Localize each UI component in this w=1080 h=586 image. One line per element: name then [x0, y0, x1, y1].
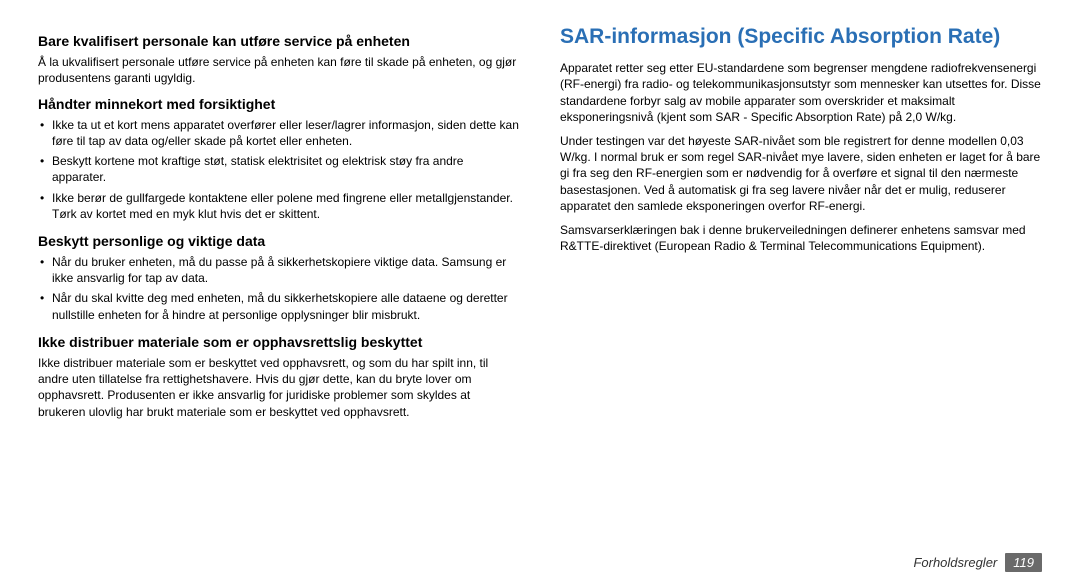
heading-copyright: Ikke distribuer materiale som er opphavs…: [38, 333, 520, 351]
list-memorycard: Ikke ta ut et kort mens apparatet overfø…: [38, 117, 520, 222]
paragraph-sar-2: Under testingen var det høyeste SAR-nivå…: [560, 133, 1042, 214]
paragraph-copyright: Ikke distribuer materiale som er beskytt…: [38, 355, 520, 420]
list-item: Ikke berør de gullfargede kontaktene ell…: [38, 190, 520, 222]
list-item: Ikke ta ut et kort mens apparatet overfø…: [38, 117, 520, 149]
paragraph-sar-3: Samsvarserklæringen bak i denne brukerve…: [560, 222, 1042, 254]
left-column: Bare kvalifisert personale kan utføre se…: [38, 24, 540, 568]
list-item: Når du skal kvitte deg med enheten, må d…: [38, 290, 520, 322]
heading-protect-data: Beskytt personlige og viktige data: [38, 232, 520, 250]
list-item: Når du bruker enheten, må du passe på å …: [38, 254, 520, 286]
list-item: Beskytt kortene mot kraftige støt, stati…: [38, 153, 520, 185]
heading-service: Bare kvalifisert personale kan utføre se…: [38, 32, 520, 50]
page-footer: Forholdsregler 119: [913, 553, 1042, 572]
paragraph-sar-1: Apparatet retter seg etter EU-standarden…: [560, 60, 1042, 125]
heading-memorycard: Håndter minnekort med forsiktighet: [38, 95, 520, 113]
heading-sar: SAR-informasjon (Specific Absorption Rat…: [560, 24, 1042, 50]
document-page: Bare kvalifisert personale kan utføre se…: [0, 0, 1080, 586]
right-column: SAR-informasjon (Specific Absorption Rat…: [540, 24, 1042, 568]
footer-section-label: Forholdsregler: [913, 555, 997, 570]
list-protect-data: Når du bruker enheten, må du passe på å …: [38, 254, 520, 323]
paragraph-service: Å la ukvalifisert personale utføre servi…: [38, 54, 520, 86]
footer-page-number: 119: [1005, 553, 1042, 572]
